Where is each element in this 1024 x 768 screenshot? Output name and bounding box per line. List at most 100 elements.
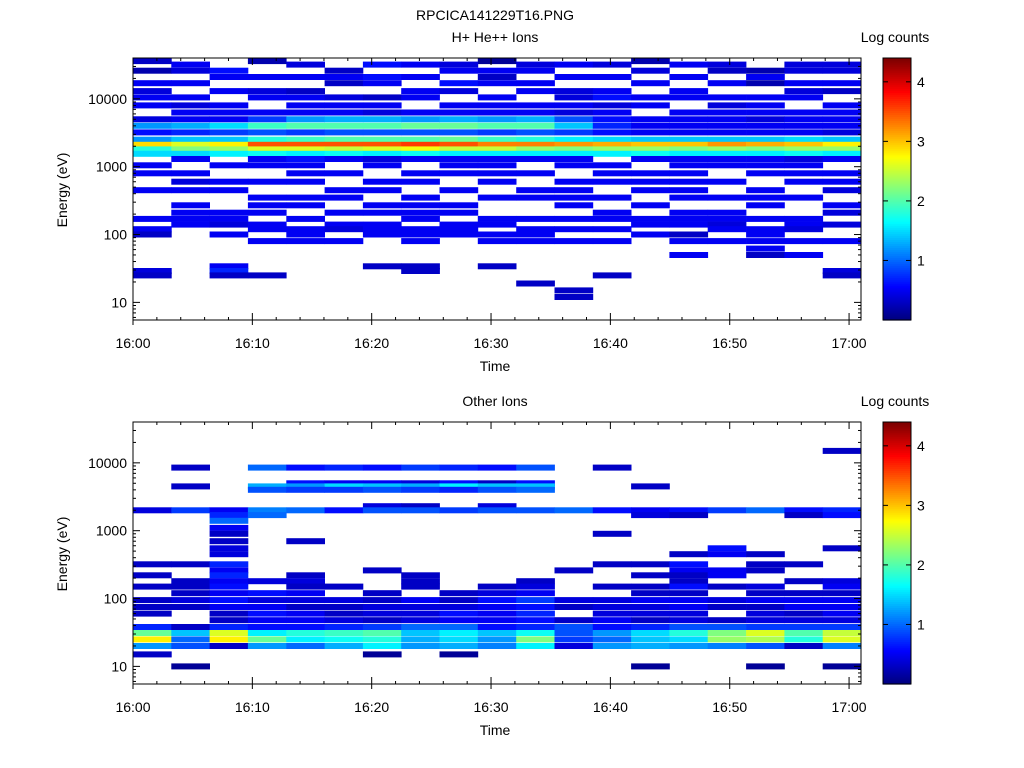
heatmap-cell — [554, 162, 594, 169]
colorbar-segment — [883, 289, 911, 293]
heatmap-cell — [286, 486, 325, 493]
heatmap-cell — [707, 643, 747, 649]
heatmap-cell — [707, 624, 747, 630]
heatmap-cell — [362, 226, 402, 233]
heatmap-cell — [362, 146, 402, 153]
colorbar-segment — [883, 518, 911, 522]
colorbar-segment — [883, 180, 911, 184]
heatmap-cell — [209, 545, 249, 552]
heatmap-cell — [401, 610, 440, 617]
heatmap-cell — [324, 610, 364, 617]
colorbar-tick-label: 2 — [917, 557, 925, 573]
heatmap-cell — [401, 231, 440, 238]
heatmap-cell — [133, 116, 172, 123]
heatmap-cell — [669, 617, 709, 624]
colorbar-segment — [883, 532, 911, 536]
heatmap-cell — [171, 80, 210, 87]
heatmap-cell — [477, 464, 517, 471]
heatmap-cell — [209, 530, 249, 537]
heatmap-cell — [247, 58, 287, 65]
colorbar-segment — [883, 160, 911, 164]
heatmap-cell — [401, 61, 440, 68]
heatmap-cell — [707, 507, 747, 514]
heatmap-cell — [362, 651, 402, 658]
heatmap-cell — [477, 94, 517, 101]
heatmap-cell — [784, 61, 824, 68]
heatmap-cell — [669, 74, 709, 80]
heatmap-cell — [439, 464, 479, 471]
heatmap-cell — [592, 636, 632, 643]
colorbar-segment — [883, 450, 911, 453]
heatmap-cell — [516, 483, 555, 490]
colorbar-segment — [883, 213, 911, 216]
colorbar-segment — [883, 482, 911, 486]
heatmap-cell — [477, 122, 517, 129]
colorbar-segment — [883, 565, 911, 568]
heatmap-cell — [746, 507, 785, 514]
heatmap-cell — [822, 136, 862, 143]
heatmap-cell — [669, 209, 709, 216]
heatmap-cell — [746, 141, 785, 148]
colorbar-segment — [883, 679, 911, 683]
heatmap-cell — [477, 643, 517, 649]
colorbar-segment — [883, 460, 911, 463]
heatmap-cell — [631, 156, 670, 162]
colorbar-segment — [883, 225, 911, 228]
heatmap-cell — [669, 590, 709, 597]
heatmap-cell — [209, 610, 249, 617]
heatmap-cell — [439, 221, 479, 228]
heatmap-cell — [286, 231, 325, 238]
heatmap-cell — [171, 150, 210, 157]
heatmap-cell — [784, 238, 824, 245]
heatmap-cell — [669, 170, 709, 177]
colorbar-segment — [883, 466, 911, 469]
heatmap-cell — [324, 80, 364, 87]
heatmap-cell — [286, 480, 325, 487]
colorbar-segment — [883, 233, 911, 236]
heatmap-cell — [247, 221, 287, 228]
heatmap-cell — [477, 170, 517, 177]
heatmap-cell — [324, 74, 364, 80]
heatmap-cell — [746, 194, 785, 201]
colorbar-segment — [883, 104, 911, 107]
colorbar-segment — [883, 617, 911, 621]
heatmap-cells-h-he-ions — [133, 58, 862, 300]
heatmap-cell — [822, 643, 862, 649]
heatmap-cell — [746, 567, 785, 574]
heatmap-cell — [669, 604, 709, 610]
heatmap-cell — [324, 122, 364, 129]
colorbar-segment — [883, 609, 911, 613]
heatmap-cell — [707, 109, 747, 116]
heatmap-cell — [477, 597, 517, 604]
heatmap-cell — [707, 150, 747, 157]
colorbar-segment — [883, 251, 911, 255]
heatmap-cell — [784, 578, 824, 585]
heatmap-cell — [209, 624, 249, 630]
colorbar-segment — [883, 426, 911, 429]
heatmap-cell — [247, 156, 287, 162]
heatmap-cell — [822, 663, 862, 670]
heatmap-cell — [133, 624, 172, 630]
heatmap-cell — [784, 636, 824, 643]
heatmap-cell — [286, 102, 325, 109]
heatmap-cell — [362, 122, 402, 129]
heatmap-cell — [669, 178, 709, 185]
heatmap-cell — [477, 503, 517, 510]
heatmap-cell — [554, 194, 594, 201]
heatmap-cell — [439, 209, 479, 216]
heatmap-cell — [209, 507, 249, 514]
heatmap-cell — [631, 590, 670, 597]
colorbar-segment — [883, 241, 911, 245]
heatmap-cell — [247, 590, 287, 597]
heatmap-cell — [592, 215, 632, 222]
heatmap-cell — [324, 194, 364, 201]
heatmap-cell — [133, 141, 172, 148]
heatmap-cell — [477, 156, 517, 162]
heatmap-cell — [669, 156, 709, 162]
colorbar-segment — [883, 150, 911, 154]
heatmap-cell — [324, 170, 364, 177]
heatmap-cell — [171, 215, 210, 222]
colorbar-segment — [883, 667, 911, 671]
heatmap-cell — [669, 141, 709, 148]
heatmap-cell — [746, 583, 785, 590]
